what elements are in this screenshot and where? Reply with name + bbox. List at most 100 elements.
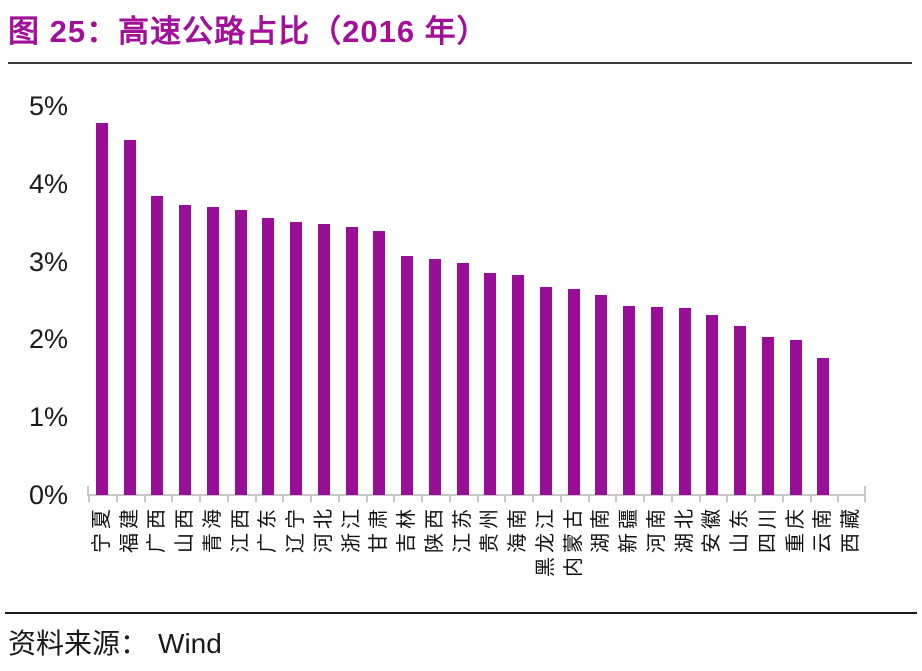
x-axis-label-安徽: 安徽 xyxy=(701,505,724,553)
x-axis-label-贵州: 贵州 xyxy=(479,505,502,553)
x-axis-tick xyxy=(809,496,812,502)
x-axis-label-山东: 山东 xyxy=(729,505,752,553)
bar-浙江 xyxy=(345,227,358,495)
x-axis-label-青海: 青海 xyxy=(201,505,224,553)
x-axis-label-浙江: 浙江 xyxy=(340,505,363,553)
data-source-value: Wind xyxy=(158,628,222,659)
x-axis-label-内蒙古: 内蒙古 xyxy=(562,505,585,577)
x-axis-label-吉林: 吉林 xyxy=(396,505,419,553)
x-axis-label-甘肃: 甘肃 xyxy=(368,505,391,553)
x-axis-label-河南: 河南 xyxy=(645,505,668,553)
x-axis-label-山西: 山西 xyxy=(174,505,197,553)
x-axis-tick xyxy=(587,496,590,502)
bar-新疆 xyxy=(623,305,636,495)
x-axis-tick xyxy=(643,496,645,502)
bar-广东 xyxy=(262,218,275,495)
x-axis-tick xyxy=(421,496,423,502)
x-axis-label-重庆: 重庆 xyxy=(784,505,807,553)
x-axis-tick xyxy=(115,496,118,502)
x-axis-label-海南: 海南 xyxy=(507,505,530,553)
x-axis-label-四川: 四川 xyxy=(756,505,779,553)
x-axis-label-宁夏: 宁夏 xyxy=(90,505,113,553)
bar-湖北 xyxy=(678,308,691,495)
bar-广西 xyxy=(151,196,164,495)
x-axis-tick xyxy=(615,496,618,502)
x-axis-label-陕西: 陕西 xyxy=(423,505,446,553)
x-axis-tick xyxy=(863,496,866,502)
bar-安徽 xyxy=(706,314,719,495)
bar-贵州 xyxy=(484,272,497,495)
x-axis-tick xyxy=(698,496,701,502)
bar-吉林 xyxy=(401,256,414,495)
axis-endcap-right xyxy=(864,486,866,495)
y-axis-label-0%: 0% xyxy=(28,480,68,510)
x-axis-tick xyxy=(448,496,451,502)
x-axis-label-湖北: 湖北 xyxy=(673,505,696,553)
x-axis-label-新疆: 新疆 xyxy=(618,505,641,553)
y-axis-label-3%: 3% xyxy=(28,246,68,277)
y-axis-label-4%: 4% xyxy=(28,168,68,199)
x-axis-tick xyxy=(393,496,396,502)
title-divider xyxy=(8,62,912,64)
data-source-label: 资料来源： xyxy=(8,629,149,660)
x-axis-label-云南: 云南 xyxy=(812,505,835,553)
x-axis-tick xyxy=(837,496,840,502)
x-axis-label-江苏: 江苏 xyxy=(451,505,474,553)
bar-黑龙江 xyxy=(539,287,552,495)
axis-endcap-left xyxy=(87,486,89,495)
y-axis-label-5%: 5% xyxy=(28,91,68,121)
bar-青海 xyxy=(206,207,219,495)
bar-陕西 xyxy=(428,259,441,495)
x-axis-tick xyxy=(781,496,784,502)
bar-山东 xyxy=(734,326,747,495)
footer-divider xyxy=(5,612,917,614)
x-axis-tick xyxy=(365,496,368,502)
bar-江西 xyxy=(234,209,247,495)
bar-湖南 xyxy=(595,295,608,495)
data-source: 资料来源： Wind xyxy=(8,622,222,662)
x-axis-label-湖南: 湖南 xyxy=(590,505,613,553)
x-axis-tick xyxy=(171,496,174,502)
y-axis-label-2%: 2% xyxy=(28,324,68,355)
plot-area xyxy=(87,106,866,502)
bar-云南 xyxy=(817,358,830,495)
bar-辽宁 xyxy=(290,221,303,495)
bar-江苏 xyxy=(456,263,469,495)
x-axis-label-江西: 江西 xyxy=(229,505,252,553)
bar-福建 xyxy=(123,140,136,495)
x-axis-tick xyxy=(282,496,285,502)
bar-河南 xyxy=(650,306,663,495)
x-axis-tick xyxy=(199,496,201,502)
bar-四川 xyxy=(761,337,774,495)
x-axis-line xyxy=(87,494,866,496)
x-axis-tick xyxy=(476,496,479,502)
x-axis-label-黑龙江: 黑龙江 xyxy=(534,505,557,577)
x-axis-tick xyxy=(143,496,146,502)
bar-甘肃 xyxy=(373,230,386,495)
x-axis-tick xyxy=(310,496,312,502)
x-axis-tick xyxy=(559,496,562,502)
bar-河北 xyxy=(317,224,330,495)
bar-宁夏 xyxy=(95,123,108,495)
y-axis-label-1%: 1% xyxy=(28,402,68,433)
x-axis-label-广东: 广东 xyxy=(257,505,280,553)
x-axis-label-广西: 广西 xyxy=(146,505,169,553)
x-axis-label-福建: 福建 xyxy=(118,505,141,553)
x-axis-tick xyxy=(670,496,673,502)
x-axis-label-西藏: 西藏 xyxy=(840,505,863,553)
x-axis-tick xyxy=(532,496,534,502)
x-axis-tick xyxy=(254,496,257,502)
x-axis-tick xyxy=(337,496,340,502)
x-axis-label-辽宁: 辽宁 xyxy=(285,505,308,553)
x-axis-tick xyxy=(726,496,729,502)
x-axis-tick xyxy=(504,496,507,502)
x-axis-tick xyxy=(754,496,756,502)
y-axis-labels: 0% 1% 2% 3% 4% 5% xyxy=(6,91,68,510)
x-axis-tick xyxy=(226,496,229,502)
bar-海南 xyxy=(512,274,525,495)
bar-内蒙古 xyxy=(567,288,580,495)
x-axis-labels: 宁夏 福建 广西 山西 青海 江西 广东 辽宁 河北 浙江 甘肃 吉林 陕西 江苏 贵州 海南 黑龙江 内蒙古 湖南… xyxy=(88,505,865,610)
bar-山西 xyxy=(179,204,192,495)
x-axis-label-河北: 河北 xyxy=(312,505,335,553)
